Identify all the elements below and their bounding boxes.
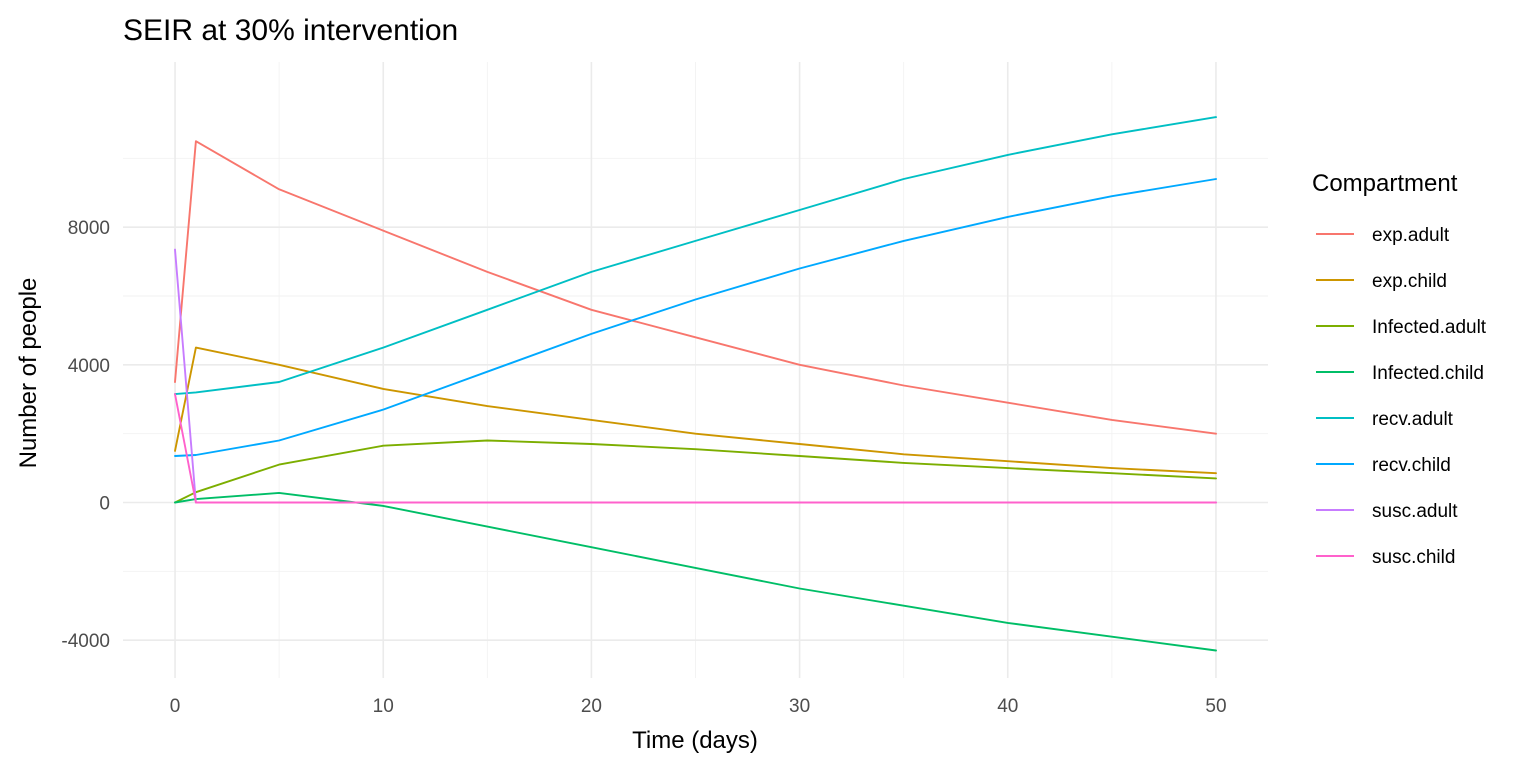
legend-label: recv.adult xyxy=(1372,409,1454,430)
x-tick-label: 30 xyxy=(789,696,810,717)
x-axis-ticks: 0 10 20 30 40 50 xyxy=(170,696,1227,717)
y-axis-title: Number of people xyxy=(15,278,42,469)
y-tick-label: 4000 xyxy=(68,356,110,377)
legend-label: Infected.child xyxy=(1372,363,1484,384)
legend-label: susc.child xyxy=(1372,547,1455,568)
legend-title: Compartment xyxy=(1312,170,1458,197)
legend-label: Infected.adult xyxy=(1372,317,1487,338)
series-line-infected-adult xyxy=(174,439,1217,504)
series-line-exp-child xyxy=(174,346,1217,475)
y-axis-ticks: -4000 0 4000 8000 xyxy=(61,218,110,652)
series-line-infected-child xyxy=(174,491,1217,652)
series-line-exp-adult xyxy=(174,140,1217,435)
x-axis-title: Time (days) xyxy=(632,727,758,754)
series-lines xyxy=(174,116,1217,652)
legend-label: recv.child xyxy=(1372,455,1451,476)
x-tick-label: 10 xyxy=(373,696,394,717)
plot-grid xyxy=(123,62,1268,678)
legend: Compartment exp.adult exp.child Infected.a… xyxy=(1312,170,1487,568)
legend-label: susc.adult xyxy=(1372,501,1458,522)
x-tick-label: 50 xyxy=(1205,696,1226,717)
series-line-recv-adult xyxy=(174,116,1217,396)
x-tick-label: 20 xyxy=(581,696,602,717)
series-line-recv-child xyxy=(174,178,1217,457)
chart-title: SEIR at 30% intervention xyxy=(123,14,458,47)
y-tick-label: -4000 xyxy=(61,631,110,652)
legend-label: exp.child xyxy=(1372,271,1447,292)
y-tick-label: 0 xyxy=(99,493,110,514)
legend-items: exp.adult exp.child Infected.adult Infected… xyxy=(1316,225,1487,568)
x-tick-label: 0 xyxy=(170,696,181,717)
legend-label: exp.adult xyxy=(1372,225,1450,246)
series-line-susc-child xyxy=(174,393,1217,504)
x-tick-label: 40 xyxy=(997,696,1018,717)
y-tick-label: 8000 xyxy=(68,218,110,239)
